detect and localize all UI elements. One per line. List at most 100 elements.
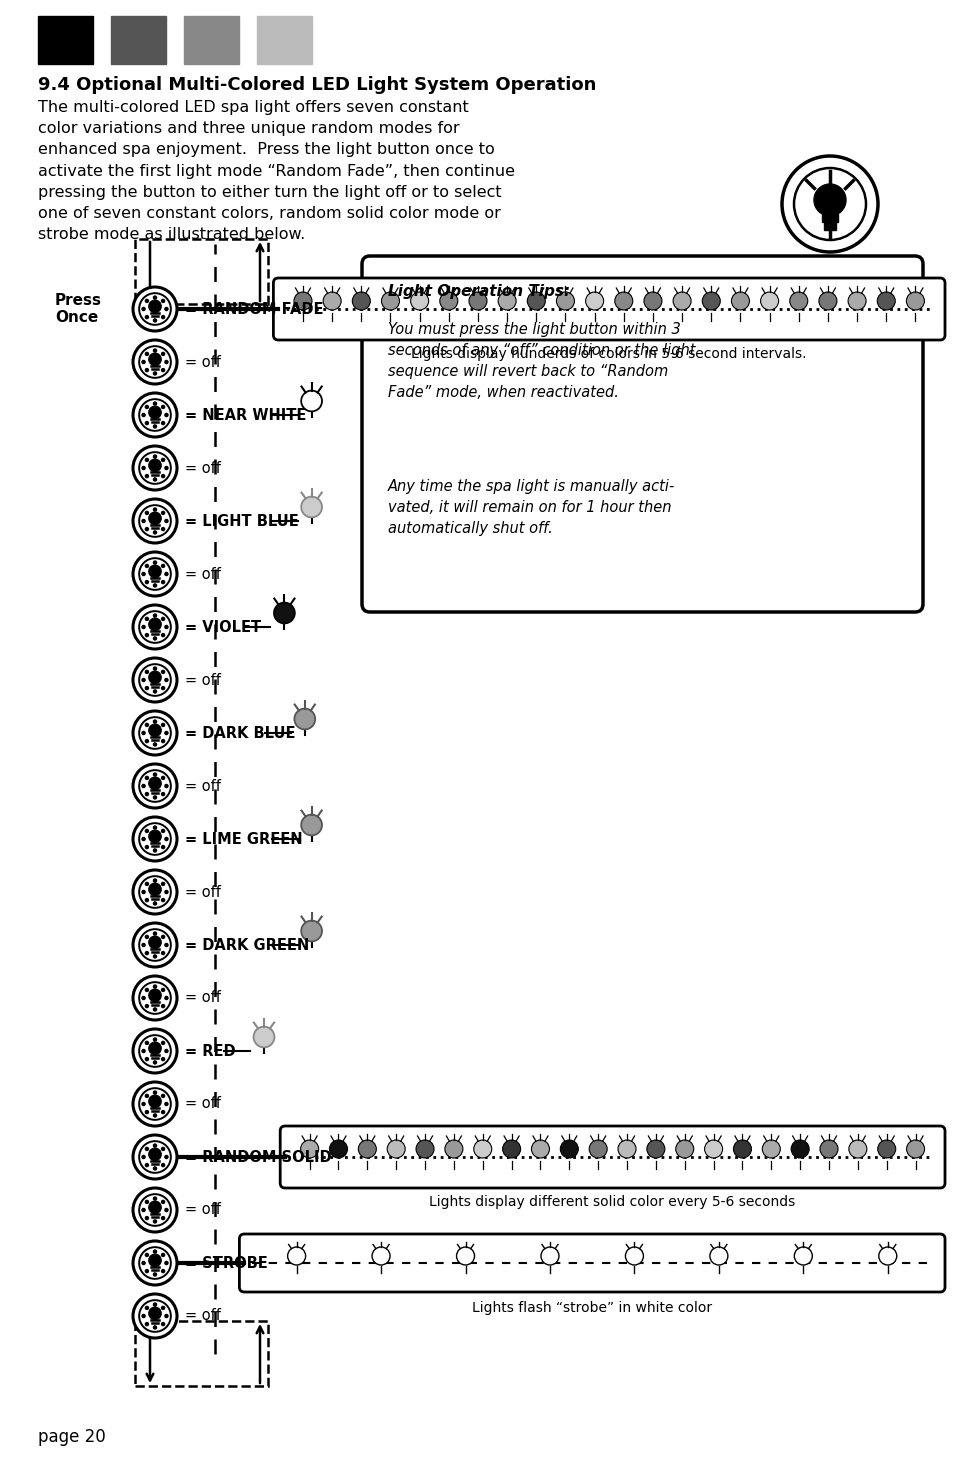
- Circle shape: [153, 1008, 156, 1011]
- Circle shape: [142, 1209, 145, 1212]
- Circle shape: [153, 743, 156, 746]
- Circle shape: [145, 883, 149, 886]
- Circle shape: [145, 511, 149, 514]
- Circle shape: [132, 923, 177, 967]
- Circle shape: [161, 1269, 165, 1272]
- Circle shape: [161, 740, 165, 743]
- Circle shape: [139, 346, 171, 377]
- Circle shape: [161, 1005, 165, 1008]
- Circle shape: [142, 890, 145, 893]
- Circle shape: [139, 822, 171, 855]
- Circle shape: [165, 996, 168, 999]
- Circle shape: [145, 618, 149, 621]
- Circle shape: [585, 292, 603, 310]
- Circle shape: [165, 837, 168, 840]
- Circle shape: [142, 519, 145, 523]
- Circle shape: [145, 1253, 149, 1256]
- Text: Light Operation Tips:: Light Operation Tips:: [388, 284, 570, 299]
- Circle shape: [145, 581, 149, 584]
- Circle shape: [474, 1139, 491, 1159]
- Text: Lights flash “strobe” in white color: Lights flash “strobe” in white color: [472, 1302, 712, 1315]
- Circle shape: [877, 1139, 895, 1159]
- Circle shape: [149, 671, 161, 684]
- Circle shape: [527, 292, 545, 310]
- Circle shape: [161, 458, 165, 461]
- Text: = RANDOM FADE: = RANDOM FADE: [185, 302, 323, 317]
- Circle shape: [139, 399, 171, 430]
- Circle shape: [589, 1139, 606, 1159]
- Circle shape: [905, 292, 923, 310]
- Circle shape: [161, 1041, 165, 1045]
- Circle shape: [760, 292, 778, 310]
- Circle shape: [153, 932, 156, 935]
- Circle shape: [145, 565, 149, 567]
- Circle shape: [145, 1057, 149, 1061]
- Circle shape: [132, 394, 177, 436]
- Text: = off: = off: [185, 1309, 221, 1324]
- Circle shape: [145, 936, 149, 939]
- Circle shape: [149, 777, 161, 790]
- Circle shape: [153, 719, 156, 724]
- Circle shape: [142, 308, 145, 311]
- Circle shape: [161, 671, 165, 674]
- Circle shape: [145, 1041, 149, 1045]
- Circle shape: [614, 292, 632, 310]
- Circle shape: [132, 287, 177, 332]
- Circle shape: [358, 1139, 375, 1159]
- Text: = off: = off: [185, 355, 221, 370]
- Circle shape: [161, 315, 165, 318]
- Circle shape: [161, 1322, 165, 1325]
- Circle shape: [145, 740, 149, 743]
- Circle shape: [142, 625, 145, 628]
- Circle shape: [132, 764, 177, 808]
- Circle shape: [161, 777, 165, 780]
- Text: Lights display different solid color every 5-6 seconds: Lights display different solid color eve…: [429, 1195, 795, 1209]
- Circle shape: [149, 407, 161, 419]
- Circle shape: [294, 709, 314, 730]
- Circle shape: [161, 1163, 165, 1166]
- Circle shape: [625, 1247, 642, 1265]
- Circle shape: [153, 615, 156, 618]
- Circle shape: [145, 368, 149, 371]
- Circle shape: [142, 784, 145, 787]
- Circle shape: [145, 952, 149, 955]
- Circle shape: [165, 1209, 168, 1212]
- Circle shape: [145, 1216, 149, 1219]
- Circle shape: [161, 1306, 165, 1309]
- Circle shape: [161, 687, 165, 690]
- Circle shape: [149, 936, 161, 949]
- Circle shape: [301, 815, 322, 836]
- Circle shape: [153, 402, 156, 405]
- FancyBboxPatch shape: [361, 256, 923, 612]
- Circle shape: [153, 849, 156, 852]
- Circle shape: [165, 308, 168, 311]
- Circle shape: [149, 1095, 161, 1107]
- Text: = off: = off: [185, 672, 221, 687]
- Circle shape: [139, 769, 171, 802]
- Circle shape: [153, 1303, 156, 1306]
- Circle shape: [877, 292, 894, 310]
- Circle shape: [145, 458, 149, 461]
- Circle shape: [301, 391, 322, 411]
- Circle shape: [139, 453, 171, 483]
- Text: = off: = off: [185, 460, 221, 476]
- Circle shape: [139, 612, 171, 643]
- Text: = DARK BLUE: = DARK BLUE: [185, 725, 295, 740]
- Circle shape: [132, 1188, 177, 1232]
- Circle shape: [149, 565, 161, 578]
- Circle shape: [145, 687, 149, 690]
- Circle shape: [145, 1306, 149, 1309]
- Circle shape: [132, 1135, 177, 1179]
- Circle shape: [161, 1110, 165, 1114]
- Text: = LIGHT BLUE: = LIGHT BLUE: [185, 513, 298, 529]
- Circle shape: [153, 1038, 156, 1041]
- Circle shape: [161, 475, 165, 478]
- Circle shape: [165, 414, 168, 417]
- Circle shape: [139, 982, 171, 1014]
- Circle shape: [161, 618, 165, 621]
- Text: = off: = off: [185, 1203, 221, 1218]
- Circle shape: [139, 1141, 171, 1173]
- Circle shape: [165, 1315, 168, 1318]
- Circle shape: [145, 671, 149, 674]
- Circle shape: [153, 1250, 156, 1253]
